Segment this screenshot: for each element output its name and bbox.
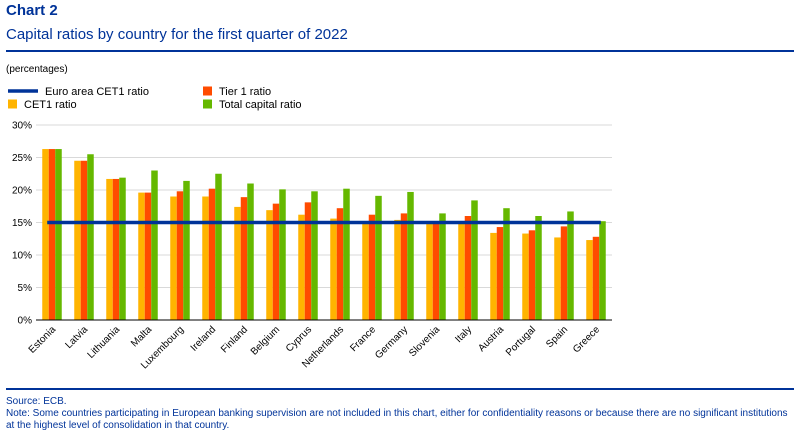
- bar-total: [119, 177, 126, 320]
- bar-total: [151, 170, 158, 320]
- y-tick-label: 15%: [12, 218, 32, 229]
- bar-cet1: [42, 149, 49, 320]
- x-tick-label: Greece: [571, 324, 602, 355]
- bar-cet1: [202, 196, 209, 320]
- bar-tier1: [432, 221, 440, 320]
- y-tick-label: 25%: [12, 153, 32, 164]
- bar-total: [535, 216, 542, 320]
- source-text: Source: ECB.: [6, 396, 67, 407]
- bar-total: [279, 189, 286, 320]
- bar-total: [503, 208, 510, 320]
- bar-tier1: [144, 192, 152, 320]
- bar-tier1: [48, 149, 56, 320]
- bar-total: [87, 154, 94, 320]
- bar-tier1: [336, 208, 344, 320]
- bar-tier1: [176, 191, 184, 320]
- bar-cet1: [490, 232, 497, 320]
- bar-cet1: [234, 206, 241, 320]
- y-tick-label: 0%: [18, 316, 33, 327]
- x-tick-label: Malta: [129, 324, 154, 349]
- x-tick-label: Finland: [219, 324, 250, 355]
- bar-total: [471, 200, 478, 320]
- bar-total: [567, 211, 574, 320]
- legend-swatch: [203, 86, 212, 96]
- x-tick-label: Lithuania: [86, 324, 123, 361]
- y-tick-label: 10%: [12, 251, 32, 262]
- legend-swatch: [8, 99, 17, 109]
- bar-cet1: [266, 210, 273, 320]
- bar-tier1: [592, 236, 600, 320]
- bar-tier1: [272, 203, 280, 320]
- legend-label: CET1 ratio: [24, 99, 77, 111]
- bar-total: [183, 180, 190, 320]
- x-tick-label: Belgium: [249, 324, 282, 357]
- x-tick-label: Slovenia: [407, 324, 442, 359]
- bar-tier1: [400, 213, 408, 320]
- note-text: Note: Some countries participating in Eu…: [6, 408, 788, 431]
- bar-tier1: [496, 227, 504, 320]
- top-divider: [6, 50, 794, 52]
- x-tick-label: Portugal: [504, 324, 538, 358]
- bar-total: [247, 183, 254, 320]
- legend-label: Euro area CET1 ratio: [45, 86, 149, 98]
- x-tick-label: Italy: [453, 324, 474, 345]
- y-tick-label: 30%: [12, 121, 32, 132]
- x-tick-label: Estonia: [27, 324, 59, 356]
- bar-cet1: [426, 221, 433, 320]
- bar-cet1: [74, 160, 81, 320]
- x-tick-label: Latvia: [63, 324, 90, 351]
- bar-total: [375, 195, 382, 320]
- chart-title: Capital ratios by country for the first …: [6, 26, 348, 43]
- bar-tier1: [80, 160, 88, 320]
- bar-total: [439, 213, 446, 320]
- bar-tier1: [112, 178, 120, 320]
- bar-cet1: [170, 196, 177, 320]
- x-tick-label: Spain: [544, 324, 570, 350]
- legend-label: Tier 1 ratio: [219, 86, 271, 98]
- bar-tier1: [528, 230, 536, 320]
- bar-total: [215, 173, 222, 320]
- x-tick-label: Cyprus: [284, 324, 314, 354]
- bar-total: [343, 188, 350, 320]
- x-tick-label: Germany: [373, 324, 410, 361]
- chart-label: Chart 2: [6, 2, 58, 19]
- bar-tier1: [368, 214, 376, 320]
- bar-total: [55, 149, 62, 320]
- bar-tier1: [208, 188, 216, 320]
- bar-cet1: [458, 221, 465, 320]
- bar-total: [407, 191, 414, 320]
- bar-cet1: [138, 192, 145, 320]
- x-tick-label: Austria: [476, 324, 506, 354]
- bar-cet1: [554, 237, 561, 320]
- units-label: (percentages): [6, 64, 68, 75]
- x-tick-label: Ireland: [189, 324, 218, 353]
- bar-cet1: [394, 219, 401, 320]
- bar-cet1: [330, 218, 337, 320]
- y-tick-label: 5%: [18, 283, 33, 294]
- bar-tier1: [304, 202, 312, 320]
- bar-total: [311, 191, 318, 320]
- y-tick-label: 20%: [12, 186, 32, 197]
- bar-total: [599, 221, 606, 320]
- bar-cet1: [106, 178, 113, 320]
- legend-label: Total capital ratio: [219, 99, 302, 111]
- bar-cet1: [522, 233, 529, 320]
- bar-tier1: [560, 226, 568, 320]
- bar-cet1: [298, 214, 305, 320]
- x-tick-label: France: [348, 324, 378, 354]
- bar-cet1: [586, 240, 593, 320]
- bar-tier1: [240, 197, 248, 320]
- bottom-divider: [6, 388, 794, 390]
- bar-tier1: [464, 216, 472, 320]
- legend-swatch: [203, 99, 212, 109]
- bar-cet1: [362, 221, 369, 320]
